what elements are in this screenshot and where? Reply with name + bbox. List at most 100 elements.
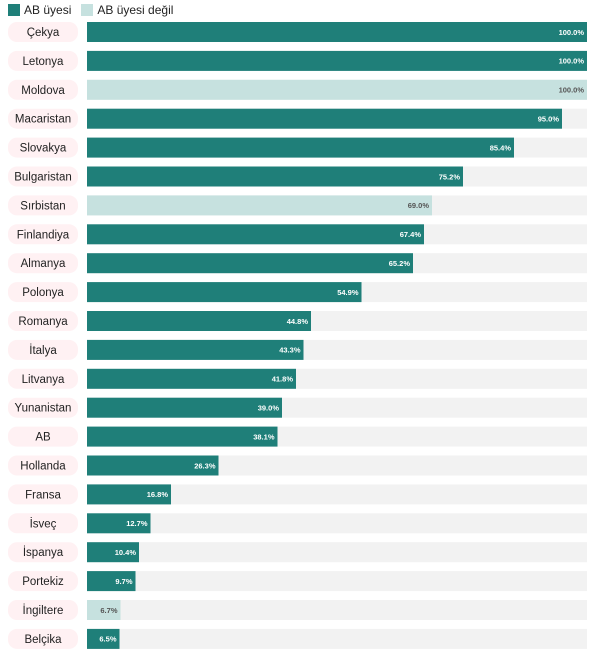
bar[interactable] xyxy=(87,79,587,100)
bar-row: Sırbistan 69.0% xyxy=(8,195,587,216)
bar[interactable] xyxy=(87,22,587,42)
bar-row: Letonya 100.0% xyxy=(8,50,587,71)
category-label: Çekya xyxy=(27,27,60,39)
category-label-bg xyxy=(8,137,78,158)
category-label: İspanya xyxy=(23,546,64,559)
value-label: 10.4% xyxy=(115,548,137,557)
bar-row: İsveç 12.7% xyxy=(8,513,587,534)
bar-row: Fransa 16.8% xyxy=(8,484,587,505)
category-label: Hollanda xyxy=(20,461,66,473)
bar-row: İspanya 10.4% xyxy=(8,542,587,563)
bar-track xyxy=(87,484,587,505)
category-label: Letonya xyxy=(23,56,65,68)
category-label-bg xyxy=(8,339,78,360)
bar[interactable] xyxy=(87,282,362,303)
category-label-bg xyxy=(8,542,78,563)
value-label: 54.9% xyxy=(337,288,359,297)
bar-row: Portekiz 9.7% xyxy=(8,571,587,592)
bar-row: Slovakya 85.4% xyxy=(8,137,587,158)
category-label: Almanya xyxy=(21,258,66,270)
category-label: Sırbistan xyxy=(20,200,65,212)
bar[interactable] xyxy=(87,542,139,563)
bar[interactable] xyxy=(87,484,171,505)
bar-row: Macaristan 95.0% xyxy=(8,108,587,129)
category-label: Belçika xyxy=(24,634,62,646)
bar-row: Belçika 6.5% xyxy=(8,628,587,649)
bar-row: Litvanya 41.8% xyxy=(8,368,587,389)
category-label-bg xyxy=(8,79,78,100)
bar-row: Romanya 44.8% xyxy=(8,311,587,331)
legend-item-member[interactable]: AB üyesi xyxy=(8,3,71,17)
bar[interactable] xyxy=(87,628,120,649)
value-label: 69.0% xyxy=(408,201,430,210)
bar-row: İngiltere 6.7% xyxy=(8,600,587,620)
value-label: 75.2% xyxy=(439,172,461,181)
value-label: 9.7% xyxy=(115,577,132,586)
bar[interactable] xyxy=(87,600,121,620)
category-label-bg xyxy=(8,455,78,476)
bar[interactable] xyxy=(87,397,282,418)
bar[interactable] xyxy=(87,224,424,245)
legend-item-nonmember[interactable]: AB üyesi değil xyxy=(81,3,173,17)
category-label: Moldova xyxy=(21,85,65,97)
bar[interactable] xyxy=(87,195,432,216)
category-label-bg xyxy=(8,311,78,331)
category-label-bg xyxy=(8,282,78,303)
chart-legend: AB üyesi AB üyesi değil xyxy=(8,2,173,18)
category-label-bg xyxy=(8,368,78,389)
category-label: Romanya xyxy=(18,316,68,328)
category-label: Litvanya xyxy=(22,374,65,386)
value-label: 38.1% xyxy=(253,432,275,441)
bar-track xyxy=(87,513,587,534)
value-label: 12.7% xyxy=(126,519,148,528)
category-label-bg xyxy=(8,571,78,592)
legend-label-nonmember: AB üyesi değil xyxy=(97,3,174,17)
legend-swatch-member xyxy=(8,4,20,16)
bar-track xyxy=(87,542,587,563)
bar[interactable] xyxy=(87,311,311,331)
category-label-bg xyxy=(8,513,78,534)
bar-track xyxy=(87,571,587,592)
category-label: Portekiz xyxy=(22,576,64,588)
category-label: Finlandiya xyxy=(17,229,70,241)
bar-row: Yunanistan 39.0% xyxy=(8,397,587,418)
value-label: 100.0% xyxy=(559,86,585,95)
bar-row: İtalya 43.3% xyxy=(8,339,587,360)
value-label: 85.4% xyxy=(490,143,512,152)
category-label-bg xyxy=(8,397,78,418)
category-label-bg xyxy=(8,600,78,620)
value-label: 6.5% xyxy=(99,635,116,644)
value-label: 67.4% xyxy=(400,230,422,239)
value-label: 95.0% xyxy=(538,115,560,124)
value-label: 41.8% xyxy=(272,375,294,384)
bar[interactable] xyxy=(87,368,296,389)
category-label: Yunanistan xyxy=(15,403,72,415)
category-label-bg xyxy=(8,426,78,447)
bar[interactable] xyxy=(87,108,562,129)
bar[interactable] xyxy=(87,571,136,592)
bar-row: Çekya 100.0% xyxy=(8,22,587,42)
bar[interactable] xyxy=(87,513,151,534)
value-label: 6.7% xyxy=(100,606,117,615)
category-label: İsveç xyxy=(30,517,57,530)
bar[interactable] xyxy=(87,137,514,158)
value-label: 100.0% xyxy=(559,57,585,66)
bar-track xyxy=(87,628,587,649)
value-label: 65.2% xyxy=(389,259,411,268)
value-label: 100.0% xyxy=(559,28,585,37)
category-label-bg xyxy=(8,166,78,187)
bar[interactable] xyxy=(87,426,278,447)
bar[interactable] xyxy=(87,166,463,187)
category-label: İtalya xyxy=(29,344,57,357)
bar[interactable] xyxy=(87,339,304,360)
value-label: 39.0% xyxy=(258,404,280,413)
category-label: Bulgaristan xyxy=(14,172,72,184)
bar[interactable] xyxy=(87,253,413,274)
category-label: AB xyxy=(35,432,51,444)
bar[interactable] xyxy=(87,50,587,71)
value-label: 16.8% xyxy=(147,490,169,499)
value-label: 43.3% xyxy=(279,346,301,355)
bar[interactable] xyxy=(87,455,219,476)
bar-row: Finlandiya 67.4% xyxy=(8,224,587,245)
